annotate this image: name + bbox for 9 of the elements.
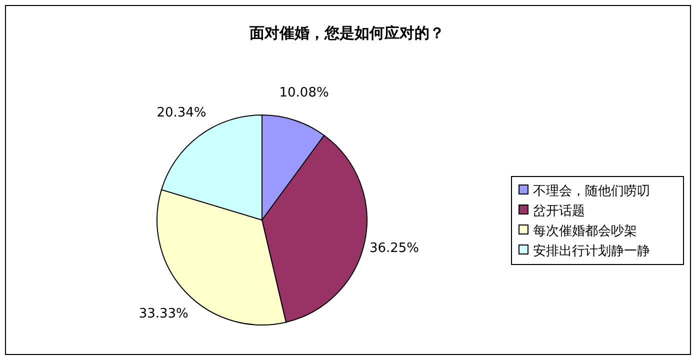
legend-label: 岔开话题 xyxy=(533,204,585,219)
legend-label: 不理会，随他们唠叨 xyxy=(533,184,650,199)
legend-label: 安排出行计划静一静 xyxy=(533,243,650,259)
data-label: 36.25% xyxy=(369,241,420,256)
data-label: 10.08% xyxy=(279,86,329,101)
data-label: 20.34% xyxy=(156,106,206,121)
data-label: 33.33% xyxy=(138,306,188,322)
chart-title: 面对催婚，您是如何应对的？ xyxy=(248,24,444,42)
legend-label: 每次催婚都会吵架 xyxy=(533,224,637,239)
